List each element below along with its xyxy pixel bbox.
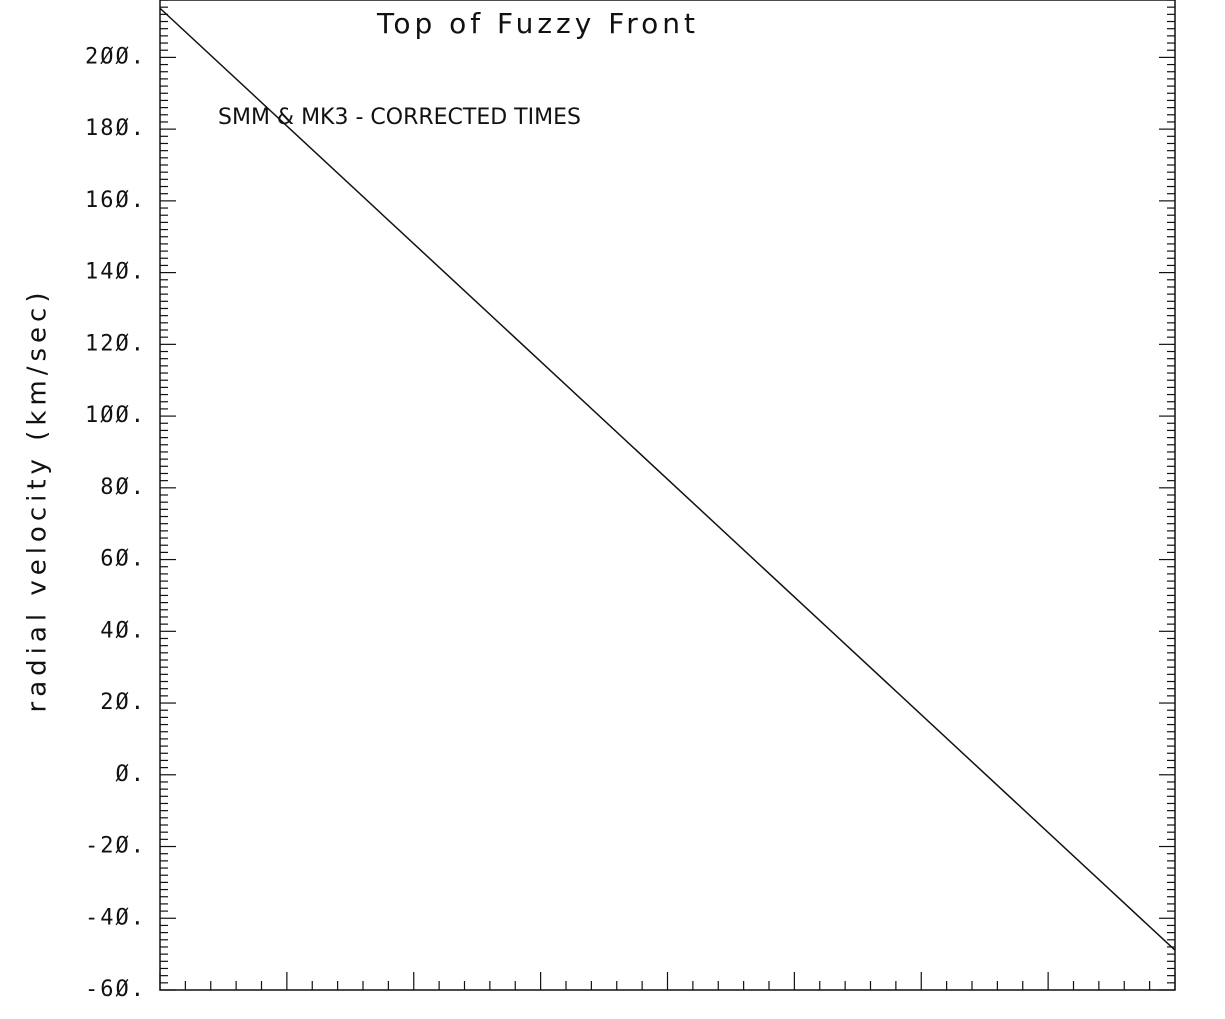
plot-frame bbox=[159, 0, 1176, 991]
y-tick-label: 8Ø. bbox=[100, 475, 146, 500]
y-tick-label: 16Ø. bbox=[85, 188, 146, 213]
y-tick-label: 1ØØ. bbox=[85, 403, 146, 428]
y-tick-label: 4Ø. bbox=[100, 618, 146, 643]
y-tick-label: 2ØØ. bbox=[85, 44, 146, 69]
y-tick-label: 2Ø. bbox=[100, 690, 146, 715]
annotation: SMM & MK3 - CORRECTED TIMES bbox=[218, 105, 581, 130]
y-tick-label: 18Ø. bbox=[85, 116, 146, 141]
y-tick-label: -6Ø. bbox=[85, 977, 146, 1002]
y-tick-label: -4Ø. bbox=[85, 905, 146, 930]
y-tick-label: 14Ø. bbox=[85, 260, 146, 285]
y-tick-label: Ø. bbox=[116, 762, 147, 787]
y-tick-label: -2Ø. bbox=[85, 834, 146, 859]
y-tick-label: 6Ø. bbox=[100, 547, 146, 572]
y-tick-label: 12Ø. bbox=[85, 331, 146, 356]
data-line bbox=[159, 7, 1176, 951]
y-axis-label: radial velocity (km/sec) bbox=[23, 288, 53, 713]
chart-title: Top of Fuzzy Front bbox=[376, 7, 699, 40]
